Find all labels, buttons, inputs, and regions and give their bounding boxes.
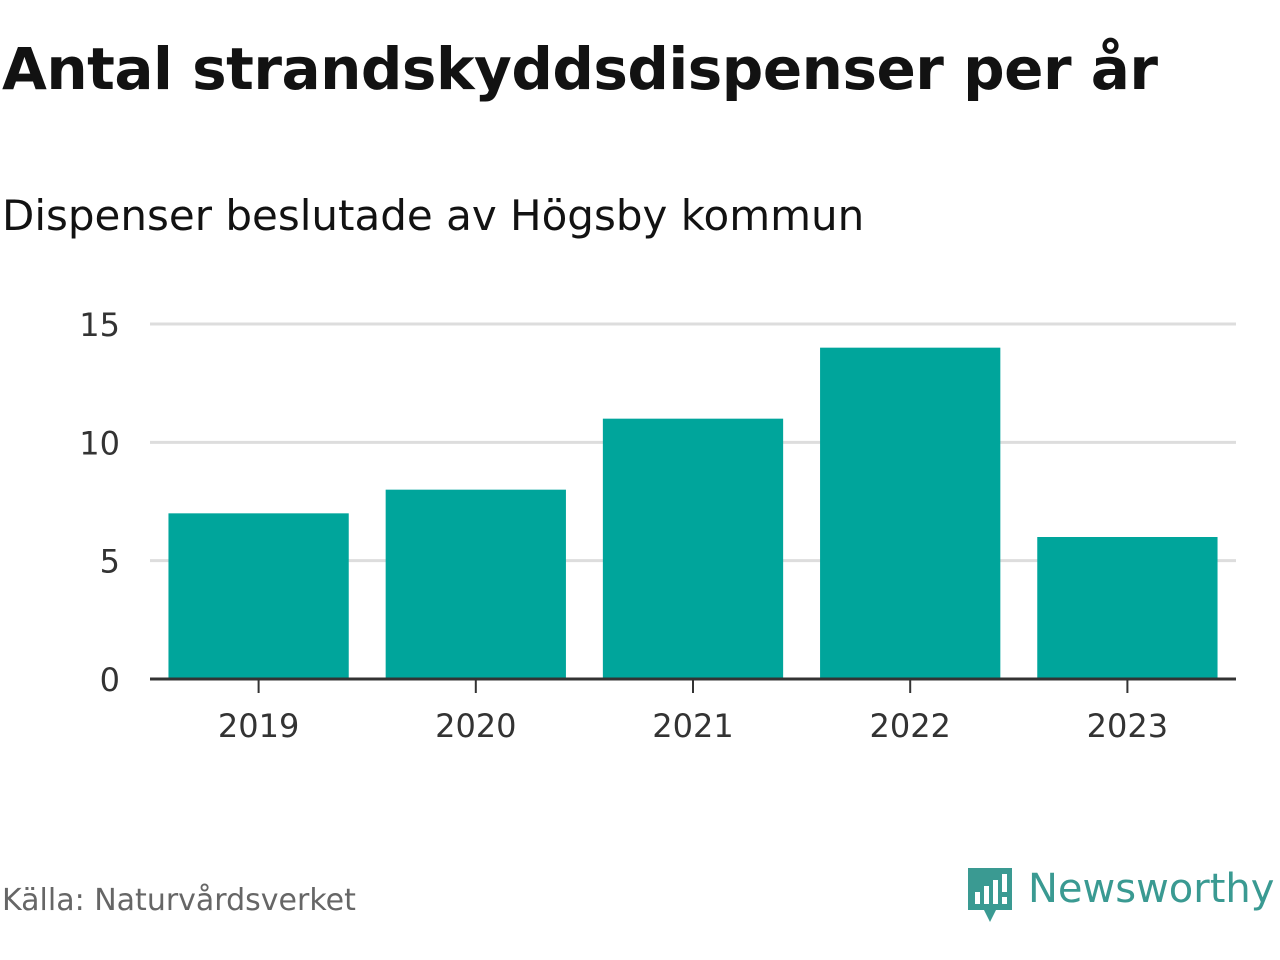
x-tick-label-2019: 2019	[218, 707, 299, 745]
bars	[168, 347, 1218, 679]
bar-2019[interactable]	[168, 513, 349, 679]
brand-logo-group[interactable]: Newsworthy	[964, 864, 1274, 926]
x-tick-label-2020: 2020	[435, 707, 516, 745]
bar-2023[interactable]	[1037, 537, 1218, 679]
source-note: Källa: Naturvårdsverket	[2, 883, 356, 918]
bar-2021[interactable]	[602, 418, 784, 679]
chart-title: Antal strandskyddsdispenser per år	[2, 35, 1158, 103]
chart-subtitle: Dispenser beslutade av Högsby kommun	[2, 191, 865, 240]
y-tick-label-0: 0	[100, 661, 120, 699]
brand-name: Newsworthy	[1028, 866, 1275, 912]
y-tick-label-15: 15	[79, 306, 120, 344]
y-tick-label-5: 5	[100, 543, 120, 581]
y-tick-label-10: 10	[79, 424, 120, 462]
bar-2020[interactable]	[385, 489, 566, 679]
x-tick-label-2022: 2022	[869, 707, 950, 745]
x-tick-label-2023: 2023	[1087, 707, 1168, 745]
axes: 0 5 10 15 2019 2020 2021 2022 2023	[79, 306, 1236, 745]
newsworthy-chart-bubble-icon	[968, 868, 1012, 922]
bar-2022[interactable]	[820, 347, 1001, 679]
x-tick-label-2021: 2021	[652, 707, 733, 745]
